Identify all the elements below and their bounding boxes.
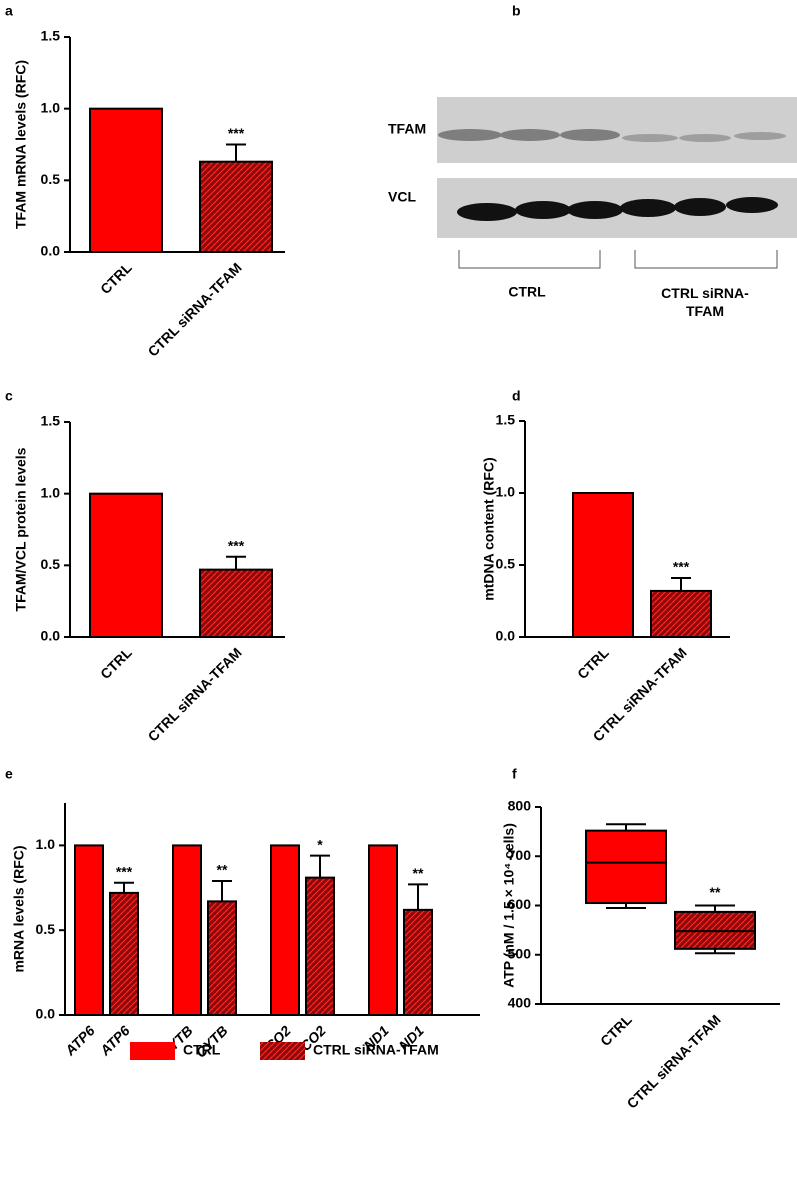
y-tick-label: 1.0 — [41, 484, 61, 500]
significance: *** — [228, 537, 245, 553]
y-axis-label: TFAM mRNA levels (RFC) — [13, 60, 29, 229]
bar — [89, 492, 163, 638]
tfam-bands — [438, 129, 786, 142]
error-bar — [226, 143, 246, 162]
blot-row-label: VCL — [388, 189, 416, 205]
blot-group-label: CTRL — [508, 284, 546, 300]
bar — [368, 844, 398, 1017]
bar — [109, 891, 139, 1016]
y-tick-label: 1.0 — [496, 484, 516, 500]
panel-letter: c — [5, 388, 13, 404]
y-axis-label: mtDNA content (RFC) — [481, 457, 497, 600]
error-bar — [226, 555, 246, 570]
significance: *** — [673, 559, 690, 575]
significance: * — [317, 836, 323, 852]
x-tick-label: CTRL — [97, 644, 135, 682]
y-tick-label: 600 — [508, 896, 532, 912]
y-tick-label: 0.0 — [496, 628, 516, 644]
significance: ** — [710, 884, 721, 900]
x-tick-label: CTRL siRNA-TFAM — [145, 259, 245, 359]
panel-letter: d — [512, 388, 521, 404]
bar — [199, 160, 273, 253]
y-tick-label: 1.5 — [41, 28, 61, 44]
y-tick-label: 1.5 — [496, 412, 516, 428]
bar — [74, 844, 104, 1017]
bar — [403, 908, 433, 1017]
significance: ** — [217, 862, 228, 878]
bar — [270, 844, 300, 1017]
y-tick-label: 1.0 — [36, 836, 56, 852]
panel-letter: a — [5, 3, 13, 19]
y-tick-label: 1.0 — [41, 99, 61, 115]
bar — [172, 844, 202, 1017]
blot-strip — [437, 97, 797, 163]
x-tick-label: ATP6 — [96, 1022, 133, 1059]
significance: ** — [413, 865, 424, 881]
significance: *** — [116, 863, 133, 879]
error-bar — [114, 881, 134, 893]
legend-swatch — [260, 1042, 305, 1060]
legend-label: CTRL — [183, 1042, 221, 1058]
significance: *** — [228, 125, 245, 141]
legend-label: CTRL siRNA-TFAM — [313, 1042, 439, 1058]
error-bar — [408, 883, 428, 910]
x-tick-label: CTRL — [97, 259, 135, 297]
y-tick-label: 0.5 — [36, 921, 56, 937]
panel-letter: f — [512, 766, 517, 782]
y-tick-label: 1.5 — [41, 413, 61, 429]
bar — [207, 900, 237, 1016]
x-tick-label: CTRL siRNA-TFAM — [145, 644, 245, 744]
x-tick-label: ATP6 — [61, 1022, 98, 1059]
error-bar — [671, 576, 691, 591]
y-tick-label: 800 — [508, 798, 532, 814]
panel-letter: e — [5, 766, 13, 782]
blot-group-wrap: CTRL siRNA-TFAM — [661, 285, 749, 319]
blot-group-label: CTRL siRNA-TFAM — [661, 285, 749, 319]
y-tick-label: 0.5 — [41, 556, 61, 572]
error-bar — [310, 854, 330, 878]
x-tick-label: CTRL siRNA-TFAM — [624, 1011, 724, 1111]
blot-row-label: TFAM — [388, 121, 426, 137]
x-tick-label: CTRL — [597, 1011, 635, 1049]
panel-letter: b — [512, 3, 521, 19]
y-tick-label: 0.5 — [41, 171, 61, 187]
legend-swatch — [130, 1042, 175, 1060]
bar — [305, 876, 335, 1017]
y-tick-label: 0.0 — [41, 243, 61, 259]
bar — [89, 107, 163, 253]
y-axis-label: ATP (nM / 1.5 × 10⁴ cells) — [501, 823, 517, 988]
bar — [199, 568, 273, 639]
y-axis-label: TFAM/VCL protein levels — [13, 447, 29, 611]
y-tick-label: 0.5 — [496, 556, 516, 572]
error-bar — [212, 880, 232, 902]
y-tick-label: 0.0 — [36, 1006, 56, 1022]
blot-bracket — [458, 250, 778, 269]
bar — [650, 589, 712, 638]
box — [585, 829, 667, 905]
y-tick-label: 400 — [508, 995, 532, 1011]
y-tick-label: 700 — [508, 847, 532, 863]
y-tick-label: 0.0 — [41, 628, 61, 644]
y-tick-label: 500 — [508, 945, 532, 961]
bar — [572, 492, 634, 638]
vcl-bands — [457, 197, 778, 221]
y-axis-label: mRNA levels (RFC) — [11, 845, 27, 972]
x-tick-label: CTRL — [574, 644, 612, 682]
